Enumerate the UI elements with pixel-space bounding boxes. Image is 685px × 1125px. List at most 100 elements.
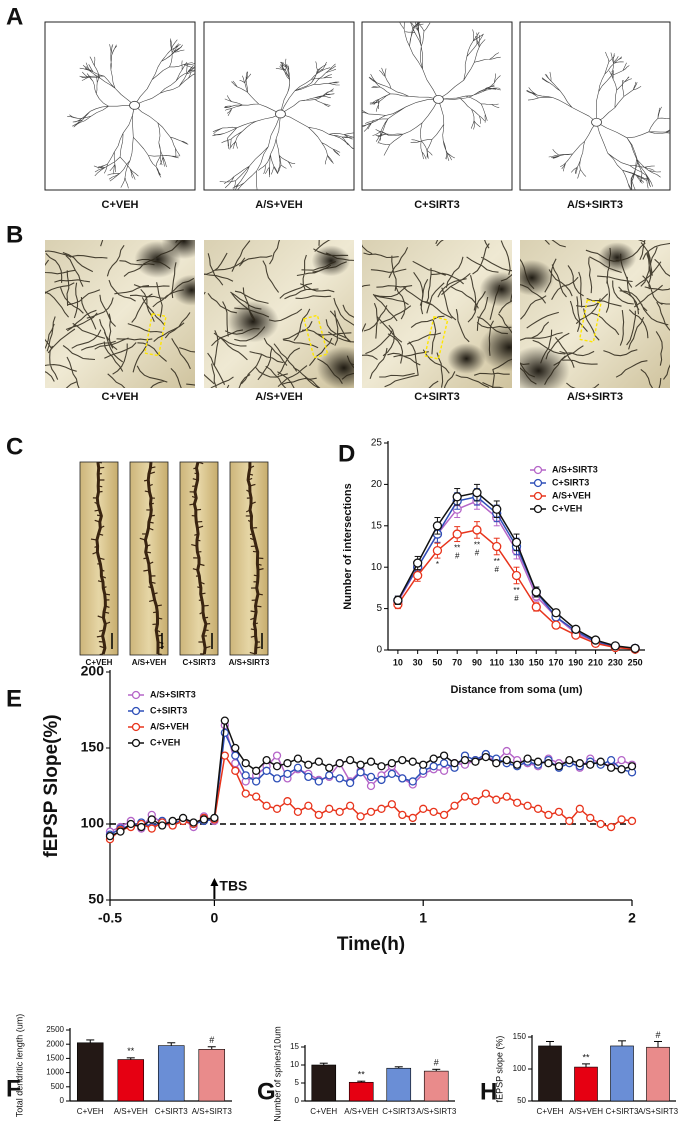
image-caption: A/S+VEH <box>255 199 302 211</box>
x-tick-label: 130 <box>509 657 524 667</box>
x-tick-label: 190 <box>568 657 583 667</box>
x-tick-label: 70 <box>452 657 462 667</box>
marker <box>586 813 595 823</box>
marker <box>314 757 323 766</box>
significance-label: ** <box>358 1070 366 1080</box>
marker <box>429 754 438 763</box>
marker <box>199 815 209 824</box>
legend-label: C+VEH <box>150 737 180 747</box>
stained-dendrites <box>204 240 354 388</box>
soma <box>433 94 444 104</box>
y-tick-label: 5 <box>295 1078 300 1087</box>
marker <box>596 819 605 829</box>
legend-marker <box>533 491 543 501</box>
image <box>180 462 218 655</box>
legend-marker <box>533 465 543 475</box>
marker <box>429 807 438 816</box>
significance-label: # <box>434 1058 439 1068</box>
marker <box>398 774 407 783</box>
marker <box>304 772 313 782</box>
y-tick-label: 1000 <box>46 1068 64 1077</box>
x-tick-label: 0 <box>211 910 219 926</box>
marker <box>231 766 240 775</box>
x-tick-label: 210 <box>588 657 603 667</box>
marker <box>551 620 561 630</box>
y-tick-label: 2500 <box>46 1025 64 1034</box>
marker <box>617 765 626 774</box>
marker <box>304 760 313 769</box>
marker <box>492 504 502 514</box>
legend-marker <box>131 722 141 732</box>
series-line <box>109 753 633 840</box>
y-tick-label: 10 <box>290 1060 299 1069</box>
legend-label: A/S+VEH <box>552 490 591 500</box>
marker <box>617 815 626 824</box>
image <box>526 51 670 190</box>
marker <box>304 801 313 810</box>
marker <box>314 777 323 786</box>
bar <box>538 1045 562 1102</box>
marker <box>293 763 303 772</box>
image <box>212 58 354 190</box>
significance-label: ** <box>513 586 519 595</box>
bar <box>348 1081 374 1102</box>
y-tick-label: 25 <box>371 438 383 449</box>
marker <box>513 760 522 769</box>
stain-blob <box>134 240 181 279</box>
bar <box>311 1064 337 1102</box>
spines <box>189 462 211 655</box>
marker <box>377 762 386 771</box>
x-tick-label: 90 <box>472 657 482 667</box>
marker <box>147 824 156 833</box>
significance-label: ** <box>494 557 500 566</box>
stain-blob <box>520 345 570 388</box>
marker <box>356 812 365 821</box>
y-tick-label: 5 <box>376 603 382 614</box>
marker <box>630 643 640 653</box>
marker <box>408 813 417 823</box>
legend-marker <box>533 504 543 514</box>
image <box>520 240 670 388</box>
marker <box>439 751 449 760</box>
marker <box>220 716 229 725</box>
x-tick-label: 230 <box>608 657 623 667</box>
marker <box>325 804 334 813</box>
marker <box>627 762 637 771</box>
marker <box>575 804 584 813</box>
marker <box>523 754 532 763</box>
image-caption: C+SIRT3 <box>414 391 460 403</box>
x-tick-label: 170 <box>549 657 564 667</box>
bar <box>198 1049 226 1102</box>
x-tick-label: 10 <box>393 657 403 667</box>
y-tick-label: 0 <box>295 1096 300 1105</box>
image-frame <box>79 461 119 656</box>
marker <box>293 754 303 763</box>
marker <box>429 762 438 771</box>
marker <box>502 756 511 765</box>
x-tick-label: A/S+SIRT3 <box>192 1107 233 1116</box>
stain-blob <box>520 259 555 296</box>
x-tick-label: C+VEH <box>310 1107 337 1116</box>
y-tick-label: 100 <box>513 1064 527 1073</box>
marker <box>627 816 637 826</box>
y-tick-label: 0 <box>376 645 382 656</box>
marker <box>471 757 480 766</box>
y-tick-label: 50 <box>88 891 104 907</box>
stained-dendrites <box>45 240 195 388</box>
image <box>130 462 168 655</box>
legend-label: A/S+VEH <box>150 721 189 731</box>
panel-label: G <box>257 1078 276 1105</box>
bar <box>117 1059 145 1102</box>
marker <box>189 818 198 827</box>
marker <box>533 804 543 813</box>
x-tick-label: C+SIRT3 <box>155 1107 189 1116</box>
marker <box>460 756 470 765</box>
image-caption: C+VEH <box>102 199 139 211</box>
panel-label: E <box>6 685 22 712</box>
image-caption: A/S+VEH <box>255 391 302 403</box>
significance-label: * <box>436 560 439 569</box>
marker <box>544 759 553 768</box>
marker <box>335 759 344 768</box>
marker <box>393 595 403 605</box>
marker <box>408 757 417 766</box>
